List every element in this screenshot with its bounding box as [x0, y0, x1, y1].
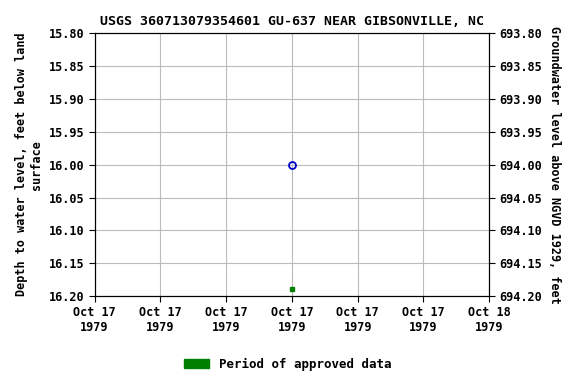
Y-axis label: Groundwater level above NGVD 1929, feet: Groundwater level above NGVD 1929, feet: [548, 26, 561, 304]
Legend: Period of approved data: Period of approved data: [179, 353, 397, 376]
Title: USGS 360713079354601 GU-637 NEAR GIBSONVILLE, NC: USGS 360713079354601 GU-637 NEAR GIBSONV…: [100, 15, 484, 28]
Y-axis label: Depth to water level, feet below land
surface: Depth to water level, feet below land su…: [15, 33, 43, 296]
